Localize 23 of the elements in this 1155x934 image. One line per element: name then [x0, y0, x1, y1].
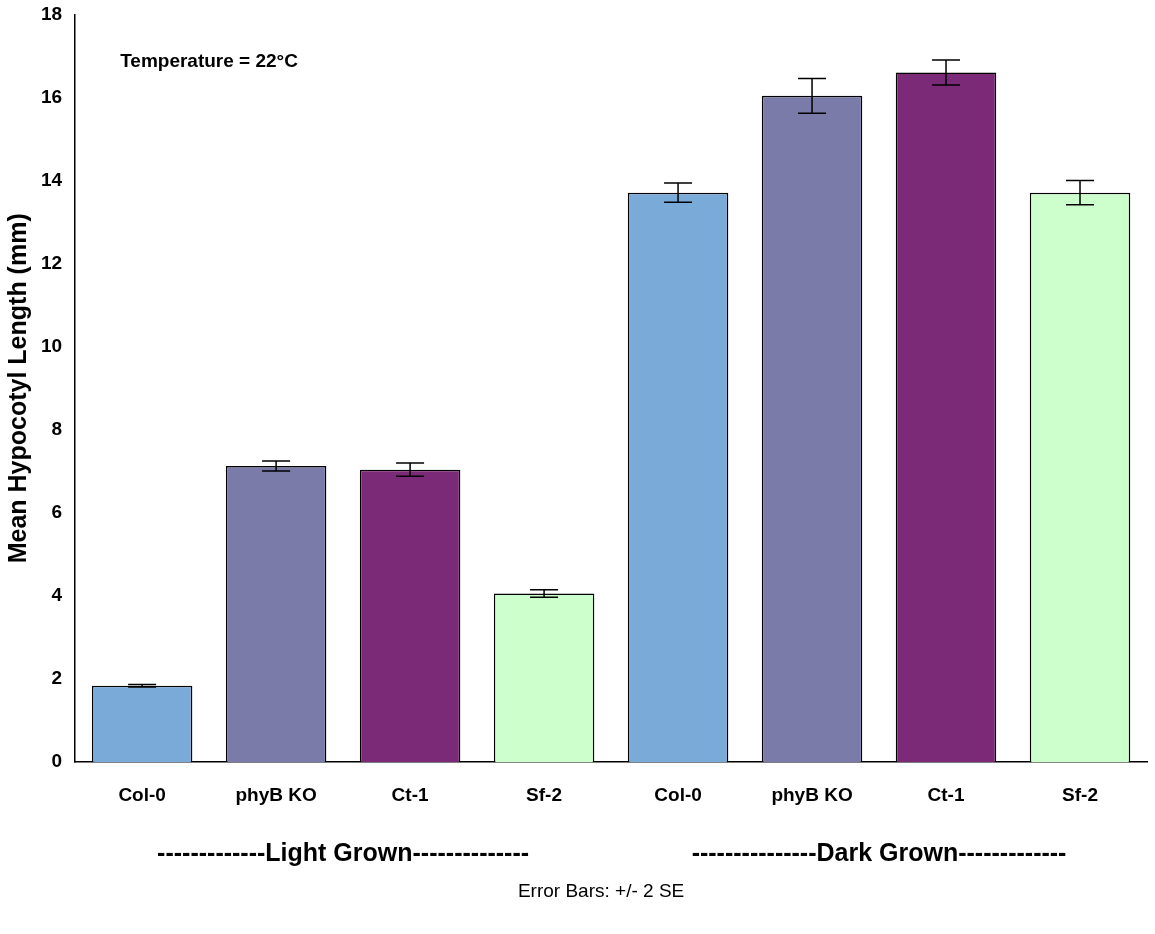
y-tick-label: 18: [40, 2, 63, 24]
y-axis-title: Mean Hypocotyl Length (mm): [2, 213, 31, 564]
text: ---------------Dark Grown-------------: [691, 838, 1067, 867]
x-tick-label: Ct-1: [927, 783, 965, 805]
y-tick-label: 14: [40, 168, 63, 190]
y-tick-label: 4: [51, 584, 63, 606]
y-tick-label: 16: [40, 85, 63, 107]
x-tick-label: Col-0: [118, 783, 166, 805]
y-tick-label: 10: [40, 334, 63, 356]
y-tick-label: 6: [51, 501, 63, 523]
x-tick-label: Ct-1: [391, 783, 429, 805]
text: Error Bars: +/- 2 SE: [517, 880, 685, 902]
x-tick-label: Sf-2: [1062, 783, 1098, 805]
x-tick-label: Sf-2: [526, 783, 563, 805]
y-tick-label: 12: [40, 251, 63, 273]
text: -------------Light Grown--------------: [157, 838, 530, 867]
x-tick-label: phyB KO: [771, 783, 853, 805]
annotation: Temperature = 22°C: [120, 49, 299, 71]
y-tick-label: 0: [51, 750, 63, 772]
y-tick-label: 8: [51, 418, 63, 440]
x-tick-label: Col-0: [654, 783, 702, 805]
x-tick-label: phyB KO: [235, 783, 317, 805]
y-tick-label: 2: [51, 667, 63, 689]
